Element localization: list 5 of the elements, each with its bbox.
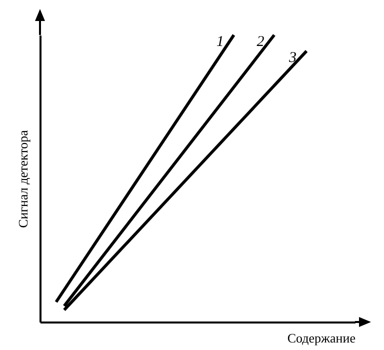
series-label: 2 [256, 34, 265, 50]
series-label: 1 [216, 34, 224, 50]
x-axis-title: Содержание [287, 330, 356, 346]
series-label: 3 [288, 50, 297, 66]
y-axis-title: Сигнал детектора [16, 130, 30, 228]
